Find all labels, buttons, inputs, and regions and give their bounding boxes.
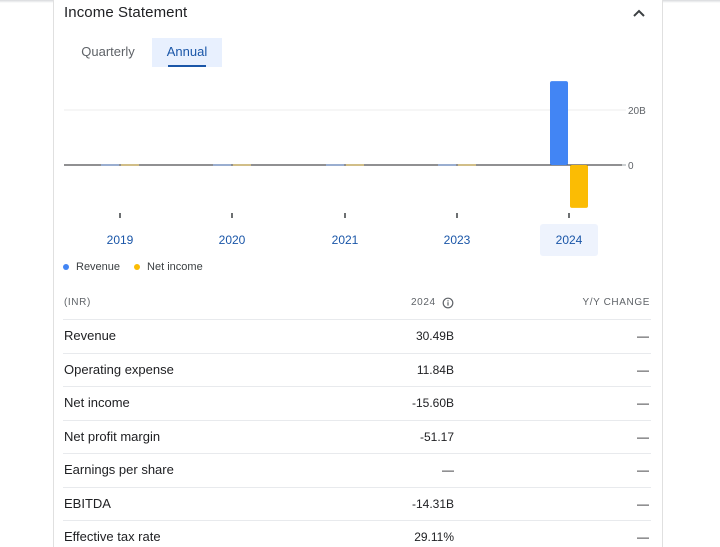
income-chart: 20B 0 2019 2020 2021 2023 2024 <box>64 81 646 247</box>
x-tick-label[interactable]: 2019 <box>107 233 134 247</box>
x-tick-label[interactable]: 2021 <box>332 233 359 247</box>
row-divider <box>63 419 651 421</box>
bar-net-income <box>121 164 139 166</box>
bar-revenue <box>101 164 119 166</box>
bar-revenue <box>213 164 231 166</box>
tab-annual[interactable]: Annual <box>152 38 222 67</box>
bar-net-income <box>458 164 476 166</box>
table-header-yy-change: Y/Y CHANGE <box>582 297 650 308</box>
legend-item-net-income[interactable]: Net income <box>134 261 203 273</box>
row-yy-change: — <box>637 496 649 511</box>
row-divider <box>63 486 651 488</box>
legend-item-revenue[interactable]: Revenue <box>63 261 120 273</box>
row-value-2024: 30.49B <box>415 329 454 343</box>
x-tick-label[interactable]: 2024 <box>556 233 583 247</box>
row-yy-change: — <box>637 530 649 544</box>
row-yy-change: — <box>637 362 649 377</box>
table-header-year: 2024 <box>411 297 436 308</box>
row-value-2024: 11.84B <box>416 362 454 377</box>
section-title: Income Statement <box>64 4 188 21</box>
row-value-2024: -14.31B <box>411 496 454 511</box>
legend-label-net-income: Net income <box>147 261 203 273</box>
x-tick-label[interactable]: 2020 <box>219 233 246 247</box>
row-label: Net income <box>64 395 130 410</box>
bar-revenue <box>550 81 568 165</box>
legend-dot-revenue <box>63 264 69 270</box>
bar-net-income <box>233 164 251 166</box>
chevron-up-icon <box>633 9 645 17</box>
tab-annual-underline <box>168 65 206 67</box>
row-divider <box>63 453 651 454</box>
year-2024-highlight[interactable] <box>540 224 598 256</box>
chart-legend: Revenue Net income <box>63 261 217 273</box>
row-value-2024: — <box>442 463 454 477</box>
row-label: Net profit margin <box>64 428 161 444</box>
row-label: Operating expense <box>64 361 174 377</box>
row-yy-change: — <box>637 396 649 410</box>
y-tick-label: 0 <box>628 161 634 172</box>
row-value-2024: -51.17 <box>419 429 454 444</box>
row-yy-change: — <box>637 329 649 343</box>
collapse-button[interactable] <box>628 4 650 22</box>
row-yy-change: — <box>637 463 649 477</box>
row-divider <box>63 386 651 387</box>
bar-revenue <box>326 164 344 166</box>
legend-label-revenue: Revenue <box>76 261 121 273</box>
x-tick-label[interactable]: 2023 <box>444 233 471 247</box>
bar-net-income <box>346 164 364 166</box>
y-tick-label: 20B <box>628 106 646 117</box>
info-icon[interactable] <box>442 297 454 309</box>
row-label: EBITDA <box>64 495 111 511</box>
row-label: Earnings per share <box>64 462 174 477</box>
row-value-2024: -15.60B <box>411 396 454 410</box>
bar-revenue <box>438 164 456 166</box>
legend-dot-net-income <box>134 264 141 270</box>
row-divider <box>63 520 651 521</box>
table-header-currency: (INR) <box>64 297 91 308</box>
row-divider <box>63 319 651 320</box>
row-yy-change: — <box>637 429 649 444</box>
row-value-2024: 29.11% <box>414 530 454 544</box>
tab-quarterly[interactable]: Quarterly <box>81 44 135 59</box>
row-divider <box>63 352 651 354</box>
row-label: Revenue <box>64 328 117 343</box>
bar-net-income <box>570 165 588 208</box>
row-label: Effective tax rate <box>64 529 161 544</box>
